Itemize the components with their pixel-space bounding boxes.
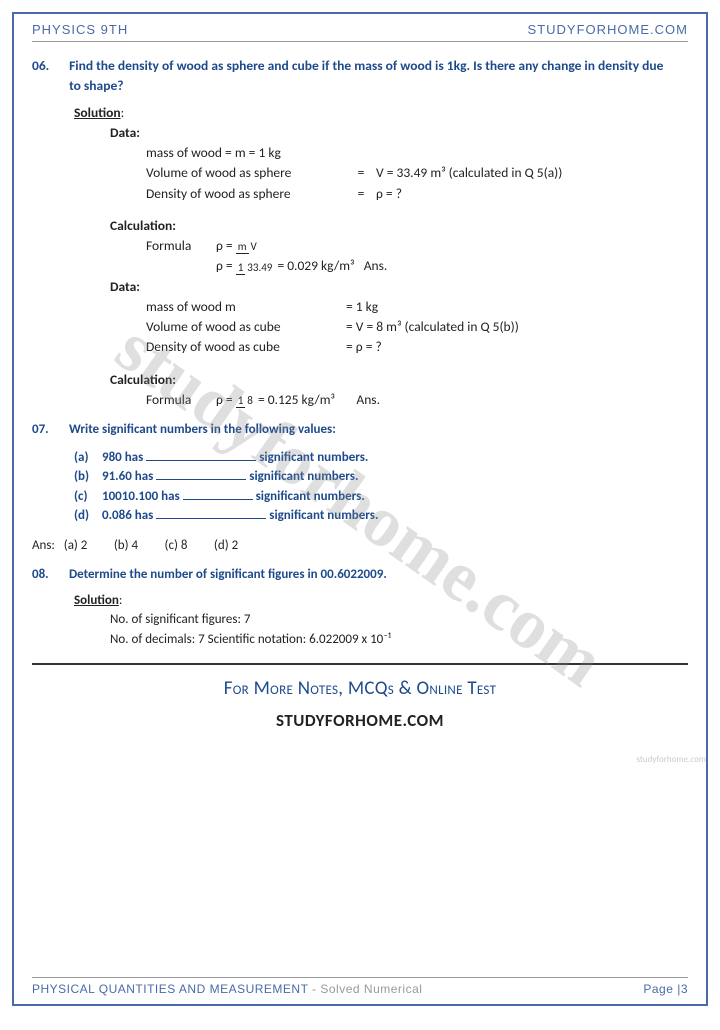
q07-b: (b)91.60 has significant numbers. bbox=[74, 467, 688, 487]
chapter-title: PHYSICAL QUANTITIES AND MEASUREMENT - So… bbox=[32, 982, 422, 996]
page-number: Page |3 bbox=[643, 982, 688, 996]
content: 06. Find the density of wood as sphere a… bbox=[32, 42, 688, 733]
question-08: 08. Determine the number of significant … bbox=[32, 565, 688, 649]
q08-text: Determine the number of significant figu… bbox=[69, 565, 669, 585]
q08-sol-label: Solution bbox=[74, 593, 119, 608]
q06-d2l3: Density of wood as cube= ρ = ? bbox=[146, 337, 688, 357]
footer-line2: STUDYFORHOME.COM bbox=[32, 708, 688, 734]
solution-label: Solution bbox=[74, 104, 121, 121]
q07-text: Write significant numbers in the followi… bbox=[69, 420, 669, 440]
q06-d2l2: Volume of wood as cube= V = 8 m³ (calcul… bbox=[146, 317, 688, 337]
q08-l1: No. of significant figures: 7 bbox=[110, 610, 688, 630]
q06-text: Find the density of wood as sphere and c… bbox=[69, 56, 669, 97]
calc-label: Calculation: bbox=[110, 216, 688, 236]
q07-a: (a)980 has significant numbers. bbox=[74, 448, 688, 468]
q06-line3: Density of wood as sphere=ρ = ? bbox=[146, 184, 688, 204]
q06-formula1: Formulaρ = mV bbox=[146, 236, 688, 256]
q07-num: 07. bbox=[32, 420, 66, 440]
footer-divider bbox=[32, 663, 688, 665]
q06-formula3: Formulaρ = 18 = 0.125 kg/m³ Ans. bbox=[146, 390, 688, 410]
q06-line1: mass of wood = m = 1 kg bbox=[146, 143, 688, 163]
q08-num: 08. bbox=[32, 565, 66, 585]
header-right: STUDYFORHOME.COM bbox=[528, 22, 688, 37]
q06-d2l1: mass of wood m= 1 kg bbox=[146, 297, 688, 317]
q07-d: (d)0.086 has significant numbers. bbox=[74, 506, 688, 526]
header: PHYSICS 9TH STUDYFORHOME.COM bbox=[32, 14, 688, 42]
q06-line2: Volume of wood as sphere=V = 33.49 m³ (c… bbox=[146, 163, 688, 183]
q07-answers: Ans: (a) 2 (b) 4 (c) 8 (d) 2 bbox=[32, 536, 688, 556]
q08-l2: No. of decimals: 7 Scientific notation: … bbox=[110, 630, 688, 650]
question-07: 07. Write significant numbers in the fol… bbox=[32, 420, 688, 555]
q06-num: 06. bbox=[32, 56, 66, 76]
calc2-label: Calculation: bbox=[110, 370, 688, 390]
bottom-bar: PHYSICAL QUANTITIES AND MEASUREMENT - So… bbox=[32, 977, 688, 996]
data2-label: Data: bbox=[110, 277, 688, 297]
side-watermark: studyforhome.com bbox=[636, 754, 706, 765]
q06-formula2: ρ = 133.49 = 0.029 kg/m³ Ans. bbox=[146, 256, 688, 276]
page: studyforhome.com studyforhome.com PHYSIC… bbox=[12, 12, 708, 1006]
footer-line1: For More Notes, MCQs & Online Test bbox=[32, 675, 688, 704]
question-06: 06. Find the density of wood as sphere a… bbox=[32, 56, 688, 410]
data-label: Data: bbox=[110, 123, 688, 143]
q07-c: (c)10010.100 has significant numbers. bbox=[74, 487, 688, 507]
header-left: PHYSICS 9TH bbox=[32, 22, 128, 37]
q08-solution: Solution: No. of significant figures: 7 … bbox=[74, 591, 688, 650]
q06-solution: Solution: Data: mass of wood = m = 1 kg … bbox=[74, 103, 688, 411]
